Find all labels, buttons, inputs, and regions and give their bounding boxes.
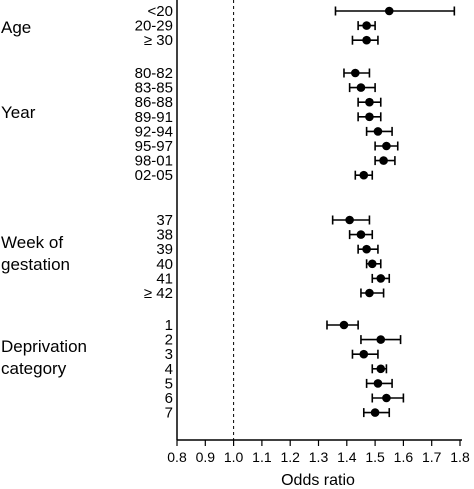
- x-tick-label: 1.5: [365, 449, 385, 465]
- group-label: Age: [1, 18, 31, 37]
- row-label: 38: [156, 227, 173, 244]
- x-tick-label: 1.0: [224, 449, 244, 465]
- point-estimate: [365, 112, 374, 122]
- point-estimate: [365, 97, 374, 107]
- group-label: Deprivation category: [1, 337, 87, 378]
- point-estimate: [376, 335, 386, 344]
- axes: 0.8 0.9 1.0 1.1 1.2 1.3 1.4 1.5 1.6 1.7 1.8: [167, 0, 470, 465]
- row-label: 40: [156, 256, 173, 273]
- row-label: 39: [156, 241, 173, 258]
- row-label: 5: [165, 375, 173, 392]
- row-label: 4: [165, 361, 173, 378]
- row-label: 1: [165, 317, 173, 334]
- row-label: 89-91: [135, 109, 173, 126]
- x-tick-label: 1.1: [252, 449, 272, 465]
- point-estimate: [362, 35, 371, 45]
- row-label: 95-97: [135, 138, 173, 155]
- row-label: 37: [156, 212, 173, 229]
- row-label: 92-94: [135, 123, 173, 140]
- point-estimate: [382, 141, 391, 151]
- row-label: 41: [156, 270, 173, 287]
- point-estimate: [379, 156, 388, 165]
- x-tick-label: 1.3: [309, 449, 329, 465]
- row-label: 3: [165, 346, 173, 363]
- group-label: Week of gestation: [1, 233, 70, 274]
- point-estimate: [384, 6, 394, 16]
- point-estimate: [359, 349, 369, 359]
- row-label: ≥ 42: [144, 285, 173, 302]
- row-label: ≥ 30: [144, 32, 173, 49]
- point-estimate: [362, 21, 371, 30]
- row-label: 83-85: [135, 80, 173, 97]
- point-estimate: [373, 379, 383, 388]
- point-estimate: [359, 170, 369, 180]
- x-tick-label: 1.8: [450, 449, 470, 465]
- point-estimate: [362, 244, 371, 254]
- point-estimate: [376, 274, 386, 283]
- row-label: 6: [165, 390, 173, 407]
- x-tick-label: 1.2: [280, 449, 300, 465]
- x-tick-label: 1.4: [337, 449, 357, 465]
- plot-rows: [326, 6, 456, 418]
- point-estimate: [365, 288, 374, 298]
- point-estimate: [345, 215, 354, 225]
- point-estimate: [370, 408, 380, 417]
- point-estimate: [356, 230, 366, 239]
- x-tick-label: 1.7: [422, 449, 442, 465]
- row-label: 7: [165, 405, 173, 422]
- group-label: Year: [1, 103, 36, 122]
- row-label: 86-88: [135, 94, 173, 111]
- row-label: 98-01: [135, 153, 173, 170]
- point-estimate: [382, 393, 391, 403]
- row-label: <20: [148, 3, 173, 20]
- x-axis-title: Odds ratio: [281, 472, 355, 489]
- row-label: 20-29: [135, 18, 173, 35]
- x-tick-label: 0.9: [196, 449, 216, 465]
- point-estimate: [356, 83, 366, 92]
- point-estimate: [339, 320, 349, 330]
- row-label: 80-82: [135, 65, 173, 82]
- point-estimate: [367, 259, 377, 269]
- row-label: 2: [165, 332, 173, 349]
- row-label: 02-05: [135, 167, 173, 184]
- point-estimate: [376, 364, 386, 374]
- x-tick-label: 1.6: [394, 449, 414, 465]
- point-estimate: [350, 68, 360, 78]
- x-tick-label: 0.8: [167, 449, 187, 465]
- point-estimate: [373, 127, 383, 136]
